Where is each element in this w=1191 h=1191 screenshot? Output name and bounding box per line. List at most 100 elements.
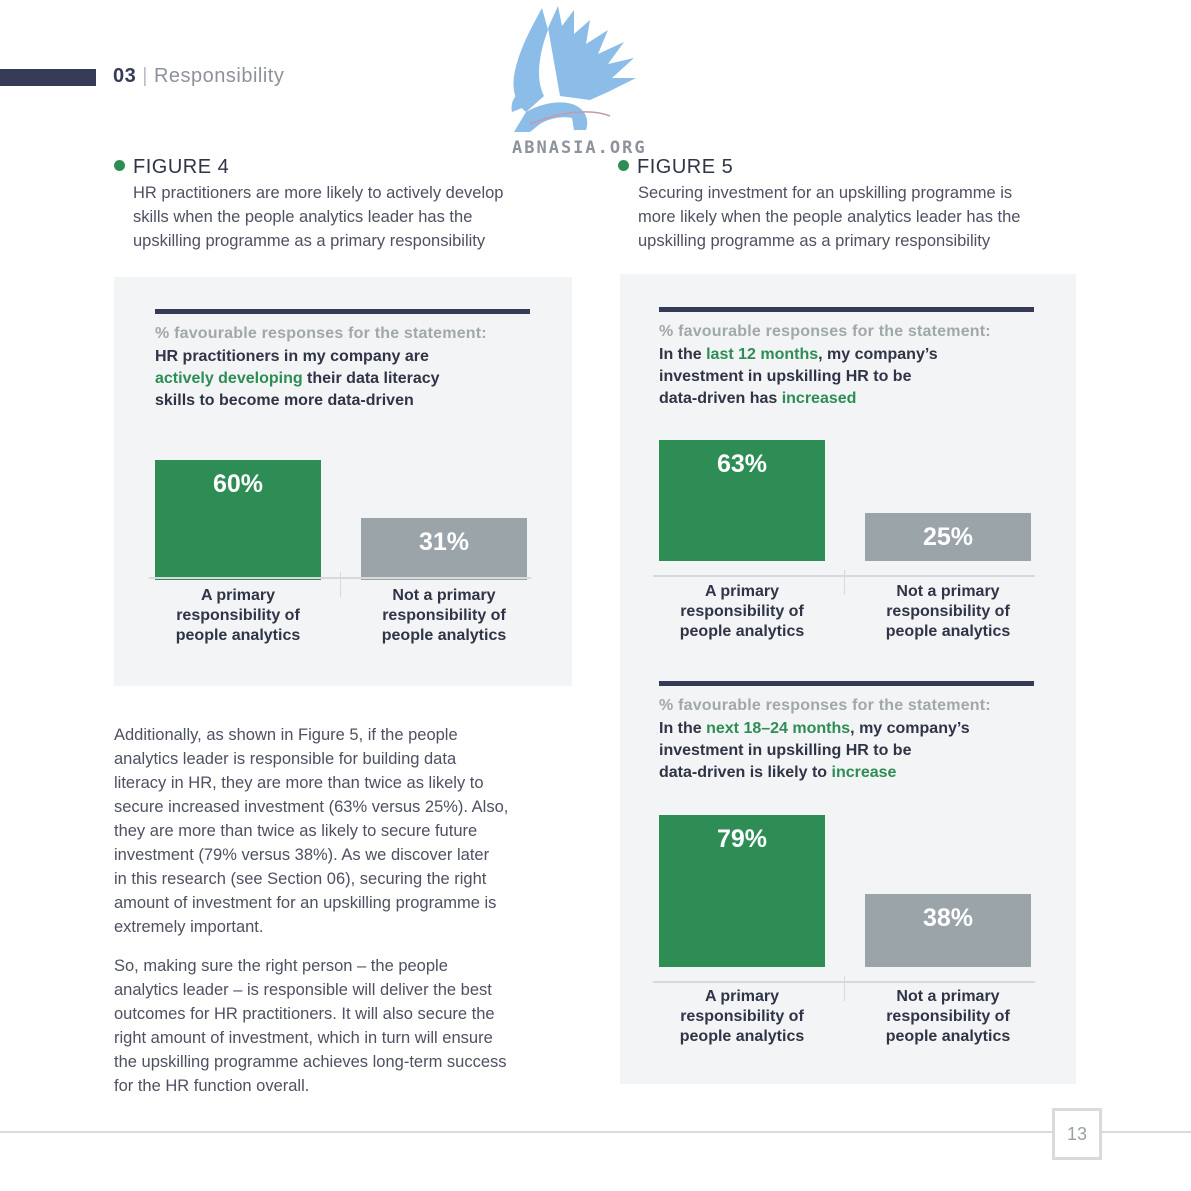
figure4-bar-not-primary: 31% bbox=[361, 518, 527, 580]
figure5-title: FIGURE 5 bbox=[618, 156, 733, 179]
category-line: A primary bbox=[704, 988, 780, 1005]
figure4-category-not-primary: Not a primary responsibility of people a… bbox=[356, 586, 532, 646]
figure5b-divider-tick bbox=[844, 976, 845, 1001]
category-line: responsibility of bbox=[680, 1008, 804, 1025]
figure5-subtitle: Securing investment for an upskilling pr… bbox=[638, 181, 1108, 253]
section-name: Responsibility bbox=[153, 65, 285, 87]
figure5b-value-label: 38% bbox=[922, 904, 974, 932]
figure5b-value-label: 79% bbox=[716, 825, 768, 853]
category-line: Not a primary bbox=[392, 587, 496, 604]
figure5a-bar-primary: 63% bbox=[659, 440, 825, 561]
figure5a-value-label: 25% bbox=[922, 523, 974, 551]
statement-text: In the bbox=[659, 720, 707, 737]
category-line: responsibility of bbox=[680, 603, 804, 620]
category-line: people analytics bbox=[679, 1028, 805, 1045]
body-line: they are more than twice as likely to se… bbox=[114, 822, 478, 840]
statement-line: data-driven has increased bbox=[659, 388, 1039, 410]
category-line: people analytics bbox=[885, 1028, 1011, 1045]
statement-text: data-driven is likely to bbox=[659, 764, 832, 781]
figure5b-bar-not-primary: 38% bbox=[865, 894, 1031, 967]
figure5b-statement-lead: % favourable responses for the statement… bbox=[659, 697, 991, 714]
header-accent-bar bbox=[0, 69, 96, 86]
figure4-subtitle: HR practitioners are more likely to acti… bbox=[133, 181, 593, 253]
figure5a-category-primary: A primary responsibility of people analy… bbox=[654, 582, 830, 642]
statement-text: In the bbox=[659, 346, 707, 363]
body-line: amount of investment for an upskilling p… bbox=[114, 894, 497, 912]
figure5a-rule bbox=[659, 307, 1034, 312]
figure5b-category-not-primary: Not a primary responsibility of people a… bbox=[860, 987, 1036, 1047]
figure5-subtitle-line: more likely when the people analytics le… bbox=[638, 208, 1021, 226]
statement-line: investment in upskilling HR to be bbox=[659, 368, 912, 385]
figure5a-bar-not-primary: 25% bbox=[865, 513, 1031, 561]
section-separator: | bbox=[142, 65, 148, 87]
statement-line: In the next 18–24 months, my company’s bbox=[659, 718, 1039, 740]
figure4-category-primary: A primary responsibility of people analy… bbox=[150, 586, 326, 646]
category-line: people analytics bbox=[679, 623, 805, 640]
category-line: Not a primary bbox=[896, 583, 1000, 600]
figure5a-statement-lead: % favourable responses for the statement… bbox=[659, 323, 991, 340]
figure4-rule bbox=[155, 309, 530, 314]
watermark-griffin-logo bbox=[511, 6, 636, 132]
statement-text: , my company’s bbox=[850, 720, 970, 737]
figure5-bullet-icon bbox=[618, 160, 629, 171]
statement-line: skills to become more data-driven bbox=[155, 392, 414, 409]
footer-rule bbox=[0, 1131, 1191, 1133]
statement-line: investment in upskilling HR to be bbox=[659, 742, 912, 759]
figure5-title-text: FIGURE 5 bbox=[637, 156, 734, 178]
body-paragraph-2: So, making sure the right person – the p… bbox=[114, 954, 584, 1098]
figure5b-category-primary: A primary responsibility of people analy… bbox=[654, 987, 830, 1047]
category-line: responsibility of bbox=[886, 603, 1010, 620]
statement-line: HR practitioners in my company are bbox=[155, 348, 429, 365]
figure5-subtitle-line: upskilling programme as a primary respon… bbox=[638, 232, 991, 250]
body-line: So, making sure the right person – the p… bbox=[114, 957, 448, 975]
statement-highlight: last 12 months bbox=[706, 346, 819, 363]
figure5a-category-not-primary: Not a primary responsibility of people a… bbox=[860, 582, 1036, 642]
statement-highlight: actively developing bbox=[155, 370, 303, 387]
figure5b-bar-primary: 79% bbox=[659, 815, 825, 967]
figure5a-value-label: 63% bbox=[716, 450, 768, 478]
body-line: analytics leader is responsible for buil… bbox=[114, 750, 457, 768]
category-line: A primary bbox=[704, 583, 780, 600]
statement-highlight: increase bbox=[831, 764, 897, 781]
category-line: A primary bbox=[200, 587, 276, 604]
figure4-value-label: 31% bbox=[418, 528, 470, 556]
body-line: secure increased investment (63% versus … bbox=[114, 798, 509, 816]
body-paragraph-1: Additionally, as shown in Figure 5, if t… bbox=[114, 723, 584, 939]
category-line: people analytics bbox=[175, 627, 301, 644]
body-line: extremely important. bbox=[114, 918, 264, 936]
figure5b-statement: In the next 18–24 months, my company’s i… bbox=[659, 718, 1039, 784]
body-line: in this research (see Section 06), secur… bbox=[114, 870, 487, 888]
watermark-text: ABNASIA.ORG bbox=[512, 138, 647, 158]
category-line: Not a primary bbox=[896, 988, 1000, 1005]
figure5a-divider-tick bbox=[844, 570, 845, 595]
body-line: analytics leader – is responsible will d… bbox=[114, 981, 492, 999]
figure4-statement-lead: % favourable responses for the statement… bbox=[155, 325, 487, 342]
figure4-statement: HR practitioners in my company are activ… bbox=[155, 346, 535, 412]
body-line: Additionally, as shown in Figure 5, if t… bbox=[114, 726, 458, 744]
figure4-title: FIGURE 4 bbox=[114, 156, 229, 179]
section-number: 03 bbox=[113, 65, 137, 87]
figure4-title-text: FIGURE 4 bbox=[133, 156, 230, 178]
figure4-value-label: 60% bbox=[212, 470, 264, 498]
figure4-subtitle-line: skills when the people analytics leader … bbox=[133, 208, 473, 226]
figure5-subtitle-line: Securing investment for an upskilling pr… bbox=[638, 184, 1013, 202]
category-line: responsibility of bbox=[886, 1008, 1010, 1025]
category-line: responsibility of bbox=[382, 607, 506, 624]
figure4-bar-primary: 60% bbox=[155, 460, 321, 580]
statement-highlight: increased bbox=[781, 390, 857, 407]
body-line: the upskilling programme achieves long-t… bbox=[114, 1053, 507, 1071]
statement-text: data-driven has bbox=[659, 390, 782, 407]
body-line: investment (79% versus 38%). As we disco… bbox=[114, 846, 490, 864]
statement-text: , my company’s bbox=[818, 346, 938, 363]
figure4-bar-chart: 60% 31% bbox=[149, 440, 531, 580]
section-header: 03 | Responsibility bbox=[113, 65, 284, 88]
figure4-bullet-icon bbox=[114, 160, 125, 171]
figure4-divider-tick bbox=[340, 572, 341, 597]
page-number: 13 bbox=[1052, 1108, 1102, 1160]
statement-line: In the last 12 months, my company’s bbox=[659, 344, 1039, 366]
figure5b-rule bbox=[659, 681, 1034, 686]
figure5a-bar-chart: 63% 25% bbox=[653, 440, 1035, 561]
body-line: literacy in HR, they are more than twice… bbox=[114, 774, 484, 792]
category-line: people analytics bbox=[381, 627, 507, 644]
body-line: right amount of investment, which in tur… bbox=[114, 1029, 493, 1047]
